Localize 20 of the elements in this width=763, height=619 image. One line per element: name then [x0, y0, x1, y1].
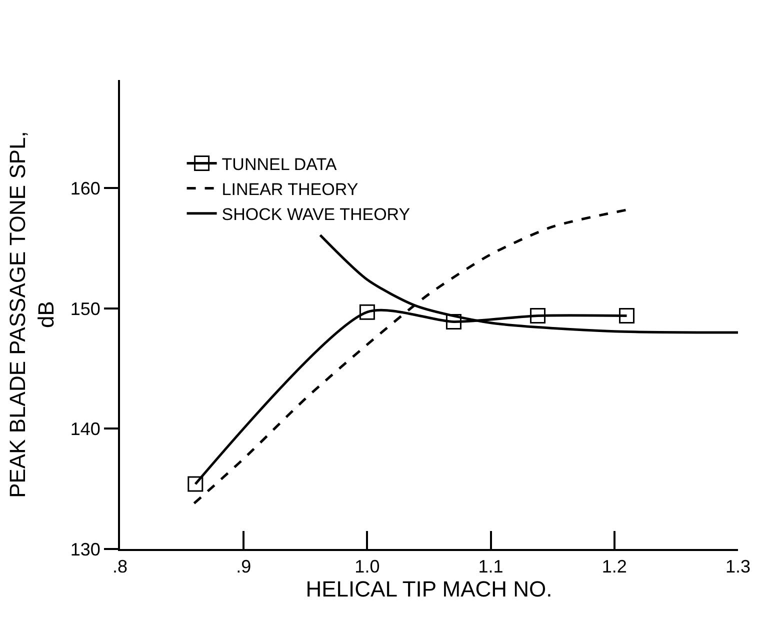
x-tick-label: 1.1 [478, 556, 504, 577]
y-tick-label: 130 [70, 539, 100, 560]
x-tick-label: .8 [112, 556, 128, 577]
y-axis-title: PEAK BLADE PASSAGE TONE SPL, dB [5, 131, 59, 498]
legend-label: LINEAR THEORY [222, 180, 358, 199]
x-tick-label: .9 [236, 556, 252, 577]
point [188, 476, 204, 492]
y-tick-label: 140 [70, 419, 100, 440]
point [446, 314, 462, 330]
point [619, 308, 635, 324]
y-tick-label: 160 [70, 178, 100, 199]
x-tick-label: 1.2 [602, 556, 627, 577]
point [530, 308, 546, 324]
x-tick-label: 1.3 [725, 556, 751, 577]
legend-label: TUNNEL DATA [222, 154, 338, 174]
x-axis-title: HELICAL TIP MACH NO. [306, 576, 552, 602]
y-tick-label: 150 [70, 298, 100, 319]
legend-label: SHOCK WAVE THEORY [222, 205, 410, 224]
x-tick-label: 1.0 [354, 556, 380, 577]
point [359, 304, 375, 320]
